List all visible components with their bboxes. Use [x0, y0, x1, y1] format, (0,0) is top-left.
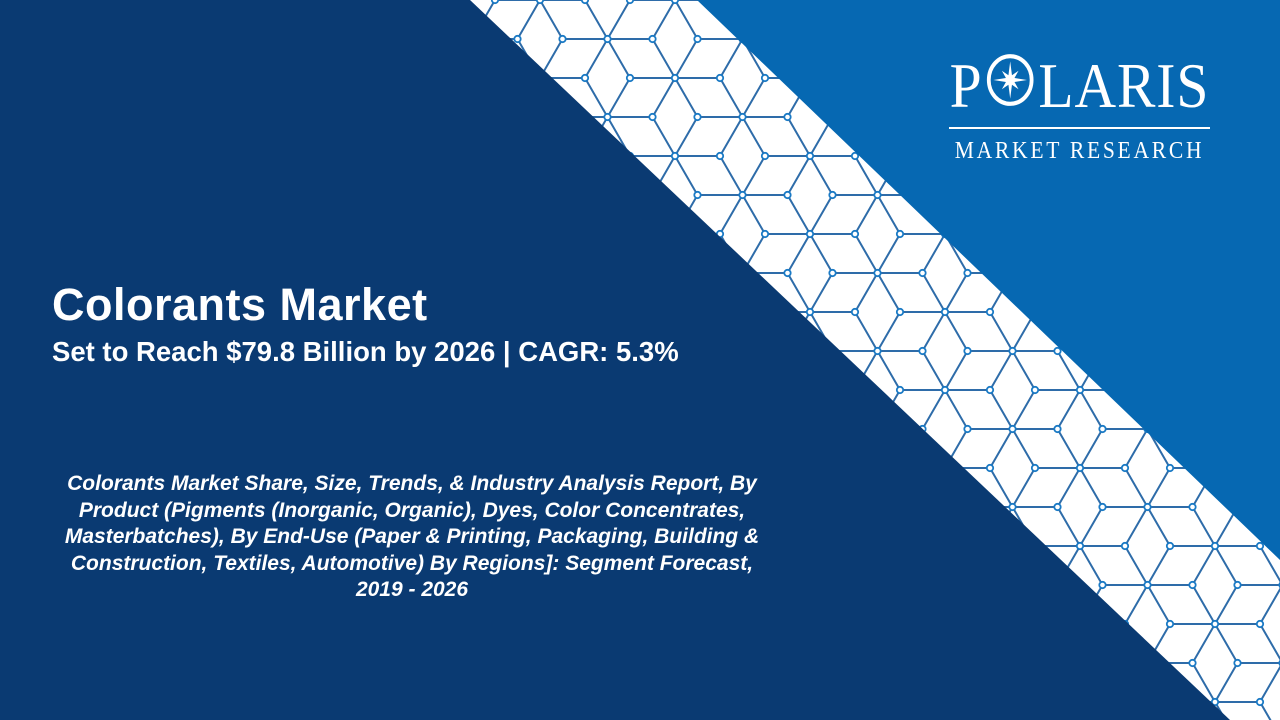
logo-wordmark: P LARIS	[949, 52, 1210, 119]
polaris-logo: P LARIS MARKET RESEARCH	[949, 52, 1210, 165]
logo-letters-laris: LARIS	[1038, 49, 1210, 121]
hero-text-block: Colorants Market Set to Reach $79.8 Bill…	[52, 279, 679, 367]
report-description: Colorants Market Share, Size, Trends, & …	[64, 472, 760, 601]
compass-star-icon	[985, 52, 1035, 119]
hero-subtitle: Set to Reach $79.8 Billion by 2026 | CAG…	[52, 335, 679, 367]
logo-letter-p: P	[949, 49, 983, 121]
logo-subtitle: MARKET RESEARCH	[954, 138, 1205, 164]
logo-divider	[949, 127, 1210, 129]
page-title: Colorants Market	[52, 279, 428, 330]
